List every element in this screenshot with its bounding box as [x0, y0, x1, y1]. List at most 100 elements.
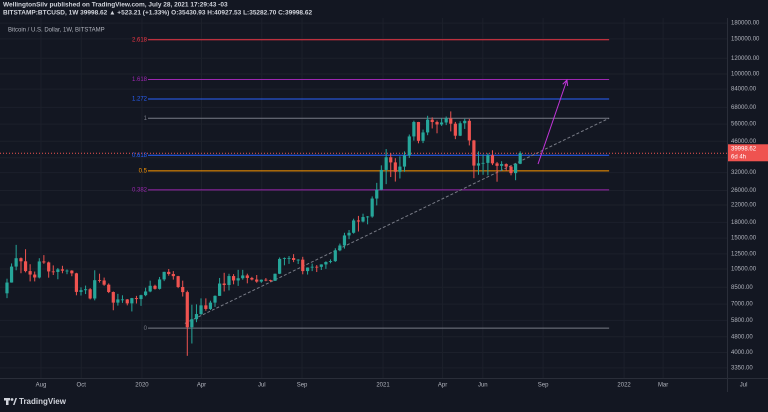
- candle-body: [370, 198, 374, 217]
- y-tick-label: 4000.00: [731, 350, 753, 356]
- candle-body: [287, 258, 291, 259]
- y-tick-label: 18000.00: [731, 220, 757, 226]
- y-tick-label: 3350.00: [731, 365, 753, 371]
- y-tick-label: 7000.00: [731, 302, 753, 308]
- candle-body: [495, 163, 499, 166]
- candle-body: [19, 258, 23, 262]
- x-tick-label: Jun: [478, 383, 488, 389]
- x-tick-label: Jul: [258, 383, 266, 389]
- candle-body: [245, 275, 249, 278]
- candle-body: [143, 291, 148, 296]
- candle-body: [264, 279, 268, 281]
- candle-body: [514, 163, 518, 174]
- candle-body: [352, 220, 356, 233]
- candle-body: [412, 122, 416, 137]
- candle-body: [365, 216, 370, 218]
- candle-body: [93, 280, 97, 299]
- projection-arrow: [537, 78, 569, 165]
- candle-body: [88, 289, 92, 299]
- candle-body: [37, 261, 41, 278]
- candle-body: [398, 166, 402, 172]
- candle-body: [435, 122, 439, 125]
- candle-body: [402, 155, 407, 167]
- y-tick-label: 32000.00: [731, 170, 757, 176]
- candle-body: [426, 119, 430, 133]
- x-tick-label: Apr: [438, 383, 447, 389]
- candle-body: [250, 277, 254, 280]
- price-label: 39998.62: [731, 146, 757, 152]
- candle-body: [33, 274, 37, 278]
- candle-body: [361, 217, 365, 222]
- candle-body: [500, 164, 504, 166]
- fib-label: 0.618: [132, 153, 148, 159]
- candle-body: [171, 274, 175, 277]
- logo-text: TradingView: [19, 397, 67, 406]
- countdown-label: 6d 4h: [731, 154, 746, 160]
- candle-body: [60, 269, 65, 271]
- candle-body: [70, 270, 74, 274]
- candle-body: [324, 262, 328, 265]
- candle-body: [273, 273, 277, 281]
- candle-body: [139, 295, 143, 300]
- candle-body: [14, 258, 18, 267]
- candle-body: [296, 259, 300, 261]
- x-tick-label: 2021: [376, 383, 390, 389]
- candle-body: [486, 155, 490, 163]
- fib-label: 1.618: [132, 77, 148, 83]
- candle-body: [74, 273, 79, 292]
- candle-body: [384, 157, 388, 170]
- candle-body: [125, 299, 129, 304]
- x-tick-label: 2022: [617, 383, 631, 389]
- candle-body: [9, 266, 14, 283]
- candle-body: [319, 264, 323, 267]
- fib-label: 0: [144, 326, 148, 332]
- candle-body: [379, 169, 383, 190]
- candle-body: [51, 271, 55, 273]
- candle-body: [282, 258, 287, 259]
- y-tick-label: 22000.00: [731, 203, 757, 209]
- y-tick-label: 15000.00: [731, 236, 757, 242]
- candle-body: [291, 258, 296, 260]
- candle-body: [421, 132, 425, 141]
- publisher: WellingtonSilv published on TradingView.…: [3, 2, 228, 9]
- candle-body: [504, 164, 508, 167]
- trend-line: [184, 117, 610, 324]
- y-tick-label: 4800.00: [731, 334, 753, 340]
- candle-body: [268, 280, 273, 281]
- candle-body: [255, 279, 259, 282]
- candle-body: [167, 271, 171, 275]
- x-tick-label: Aug: [36, 383, 47, 389]
- quote: BITSTAMP:BTCUSD, 1W 39998.62 ▲ +523.21 (…: [3, 10, 312, 17]
- candle-body: [65, 270, 69, 272]
- x-tick-label: Sep: [297, 383, 308, 389]
- price-label-box: [728, 144, 768, 162]
- candle-body: [342, 235, 347, 246]
- candle-body: [449, 118, 453, 124]
- y-tick-label: 180000.00: [731, 21, 760, 27]
- candle-body: [42, 261, 46, 263]
- x-tick-label: Jul: [740, 383, 748, 389]
- candle-body: [47, 262, 51, 272]
- candle-body: [162, 271, 166, 280]
- y-tick-label: 5800.00: [731, 318, 753, 324]
- candle-body: [5, 282, 9, 294]
- candle-body: [107, 284, 111, 293]
- candle-body: [116, 299, 120, 303]
- candle-body: [227, 276, 231, 285]
- y-tick-label: 68000.00: [731, 105, 757, 111]
- candle-body: [222, 283, 226, 285]
- candle-body: [333, 250, 337, 262]
- candle-body: [79, 290, 83, 292]
- y-tick-label: 84000.00: [731, 87, 757, 93]
- footer-bar: [0, 392, 768, 412]
- candle-body: [56, 269, 60, 272]
- candle-body: [259, 279, 263, 282]
- candle-body: [157, 279, 162, 289]
- candle-body: [310, 266, 314, 268]
- fib-label: 0.382: [132, 187, 148, 193]
- candle-body: [430, 119, 434, 123]
- candle-body: [213, 295, 217, 303]
- candle-body: [416, 122, 421, 141]
- candle-body: [176, 276, 180, 287]
